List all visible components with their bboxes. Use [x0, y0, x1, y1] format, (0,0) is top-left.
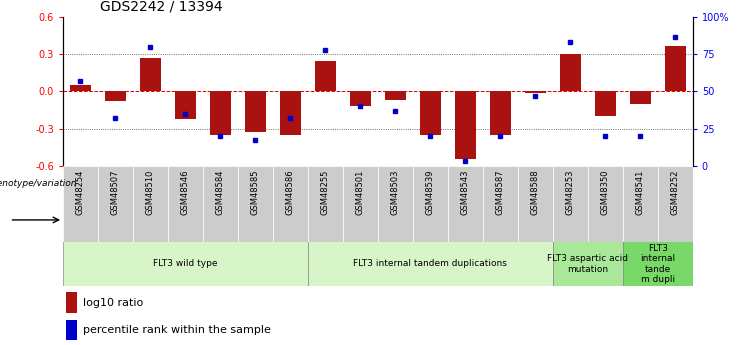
Bar: [308, 166, 343, 242]
Text: FLT3 internal tandem duplications: FLT3 internal tandem duplications: [353, 259, 508, 268]
Bar: [630, 91, 651, 104]
Bar: [273, 166, 308, 242]
Bar: [203, 166, 238, 242]
Bar: [518, 166, 553, 242]
Bar: [343, 166, 378, 242]
Text: GSM48541: GSM48541: [636, 169, 645, 215]
Bar: [70, 85, 91, 91]
Bar: [588, 166, 623, 242]
Bar: [168, 166, 203, 242]
Bar: [63, 241, 308, 286]
Text: GSM48587: GSM48587: [496, 169, 505, 215]
Bar: [175, 91, 196, 119]
Bar: [553, 166, 588, 242]
Text: FLT3
internal
tande
m dupli: FLT3 internal tande m dupli: [640, 244, 675, 284]
Bar: [308, 241, 553, 286]
Text: GSM48588: GSM48588: [531, 169, 540, 215]
Bar: [595, 91, 616, 116]
Bar: [238, 166, 273, 242]
Bar: [560, 55, 581, 91]
Text: GSM48254: GSM48254: [76, 169, 85, 215]
Text: GSM48501: GSM48501: [356, 169, 365, 215]
Bar: [525, 91, 546, 93]
Text: GSM48507: GSM48507: [111, 169, 120, 215]
Bar: [245, 91, 266, 132]
Bar: [490, 91, 511, 135]
Bar: [140, 58, 161, 91]
Text: GSM48253: GSM48253: [566, 169, 575, 215]
Bar: [98, 166, 133, 242]
Text: GSM48584: GSM48584: [216, 169, 225, 215]
Text: GSM48585: GSM48585: [251, 169, 260, 215]
Text: FLT3 aspartic acid
mutation: FLT3 aspartic acid mutation: [548, 254, 628, 274]
Bar: [315, 60, 336, 91]
Bar: [483, 166, 518, 242]
Text: log10 ratio: log10 ratio: [83, 298, 144, 308]
Bar: [420, 91, 441, 135]
Bar: [66, 292, 78, 313]
Bar: [623, 241, 693, 286]
Bar: [665, 46, 686, 91]
Bar: [378, 166, 413, 242]
Text: GSM48546: GSM48546: [181, 169, 190, 215]
Bar: [63, 166, 98, 242]
Text: FLT3 wild type: FLT3 wild type: [153, 259, 218, 268]
Bar: [350, 91, 371, 106]
Bar: [623, 166, 658, 242]
Bar: [455, 91, 476, 159]
Bar: [448, 166, 483, 242]
Text: GDS2242 / 13394: GDS2242 / 13394: [100, 0, 222, 14]
Bar: [210, 91, 231, 135]
Bar: [413, 166, 448, 242]
Text: GSM48586: GSM48586: [286, 169, 295, 215]
Bar: [105, 91, 126, 101]
Bar: [66, 320, 78, 340]
Text: GSM48350: GSM48350: [601, 169, 610, 215]
Text: GSM48255: GSM48255: [321, 169, 330, 215]
Bar: [658, 166, 693, 242]
Bar: [553, 241, 623, 286]
Text: GSM48510: GSM48510: [146, 169, 155, 215]
Bar: [385, 91, 406, 100]
Text: GSM48503: GSM48503: [391, 169, 400, 215]
Text: genotype/variation: genotype/variation: [0, 179, 77, 188]
Text: percentile rank within the sample: percentile rank within the sample: [83, 325, 271, 335]
Text: GSM48543: GSM48543: [461, 169, 470, 215]
Text: GSM48539: GSM48539: [426, 169, 435, 215]
Bar: [133, 166, 168, 242]
Bar: [280, 91, 301, 135]
Text: GSM48252: GSM48252: [671, 169, 679, 215]
